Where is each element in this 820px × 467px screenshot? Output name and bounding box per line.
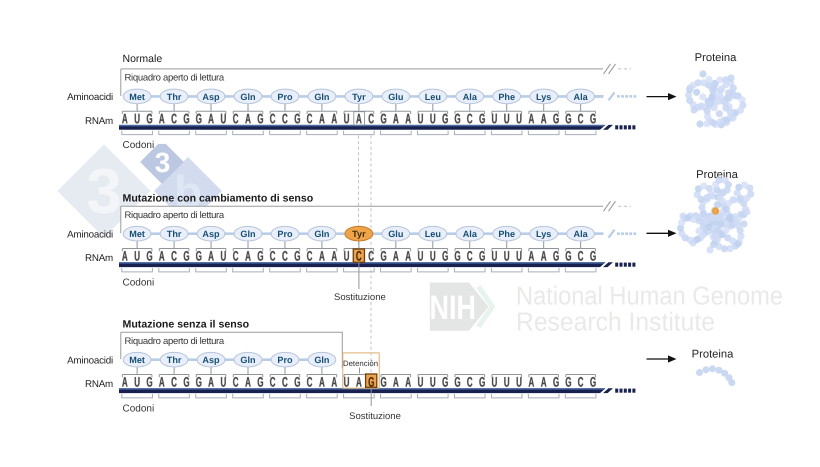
svg-text:Riquadro aperto di lettura: Riquadro aperto di lettura [125, 73, 225, 84]
svg-text:National Human Genome: National Human Genome [516, 281, 783, 311]
svg-text:3: 3 [155, 147, 171, 178]
svg-text:Thr: Thr [167, 92, 182, 102]
svg-text:Normale: Normale [123, 53, 163, 65]
svg-text:Phe: Phe [498, 229, 515, 239]
svg-text:Codoni: Codoni [123, 140, 155, 151]
svg-text:Phe: Phe [498, 92, 515, 102]
svg-text:Aminoacidi: Aminoacidi [67, 230, 113, 241]
svg-text:RNAm: RNAm [85, 253, 113, 264]
svg-text:Asp: Asp [202, 355, 220, 365]
svg-text:Proteina: Proteina [695, 52, 737, 64]
svg-text:Detención: Detención [343, 359, 378, 368]
svg-text:Leu: Leu [425, 229, 441, 239]
svg-text:RNAm: RNAm [85, 379, 113, 390]
svg-text:Mutazione con cambiamento di s: Mutazione con cambiamento di senso [123, 193, 314, 205]
svg-text:Riquadro aperto di lettura: Riquadro aperto di lettura [125, 210, 225, 221]
svg-text:Met: Met [129, 229, 145, 239]
svg-text:Thr: Thr [167, 229, 182, 239]
svg-text:Glu: Glu [388, 92, 403, 102]
svg-text:Asp: Asp [202, 92, 220, 102]
svg-text:Proteina: Proteina [692, 349, 734, 361]
svg-text:Ala: Ala [463, 229, 478, 239]
svg-text:Pro: Pro [277, 229, 293, 239]
svg-text:Gln: Gln [240, 355, 255, 365]
svg-text:Pro: Pro [277, 92, 293, 102]
svg-text:Codoni: Codoni [123, 277, 155, 288]
svg-text:Gln: Gln [314, 355, 329, 365]
svg-text:Tyr: Tyr [352, 229, 366, 239]
svg-text:Gln: Gln [240, 92, 255, 102]
svg-text:Ala: Ala [463, 92, 478, 102]
svg-text:Glu: Glu [388, 229, 403, 239]
svg-text:Mutazione senza il senso: Mutazione senza il senso [123, 319, 250, 331]
svg-text:Tyr: Tyr [352, 92, 366, 102]
svg-text:Met: Met [129, 92, 145, 102]
svg-text:Codoni: Codoni [123, 403, 155, 414]
svg-text:Sostituzione: Sostituzione [349, 411, 401, 422]
svg-text:Pro: Pro [277, 355, 293, 365]
svg-text:Gln: Gln [314, 229, 329, 239]
svg-text:3: 3 [86, 155, 122, 227]
svg-text:Aminoacidi: Aminoacidi [67, 92, 113, 103]
svg-text:Ala: Ala [574, 92, 589, 102]
svg-text:Thr: Thr [167, 355, 182, 365]
svg-text:Met: Met [129, 355, 145, 365]
svg-text:NIH: NIH [430, 289, 477, 327]
svg-text:Gln: Gln [314, 92, 329, 102]
svg-text:Asp: Asp [202, 229, 220, 239]
svg-text:Leu: Leu [425, 92, 441, 102]
svg-text:Proteina: Proteina [696, 169, 738, 181]
svg-text:Gln: Gln [240, 229, 255, 239]
svg-text:Ala: Ala [574, 229, 589, 239]
svg-text:Lys: Lys [536, 229, 551, 239]
svg-text:RNAm: RNAm [85, 116, 113, 127]
svg-text:Lys: Lys [536, 92, 551, 102]
svg-text:Riquadro aperto di lettura: Riquadro aperto di lettura [125, 336, 225, 347]
svg-text:Research Institute: Research Institute [516, 307, 715, 337]
svg-text:Aminoacidi: Aminoacidi [67, 356, 113, 367]
svg-text:Sostituzione: Sostituzione [334, 292, 386, 303]
